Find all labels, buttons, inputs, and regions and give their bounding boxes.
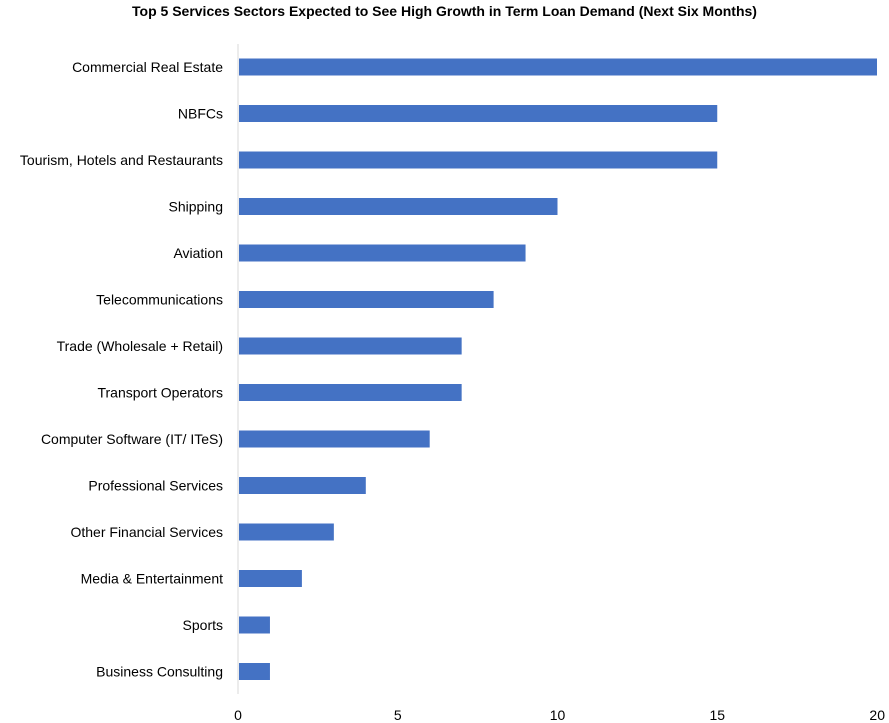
- chart-title: Top 5 Services Sectors Expected to See H…: [132, 3, 757, 19]
- bar: [239, 151, 718, 169]
- category-label: Trade (Wholesale + Retail): [57, 338, 223, 354]
- bar: [239, 337, 462, 355]
- category-label: Other Financial Services: [70, 524, 223, 540]
- x-tick-label: 20: [869, 707, 885, 723]
- bar: [239, 523, 334, 541]
- bar: [239, 616, 270, 634]
- category-label: Shipping: [169, 199, 224, 215]
- bar: [239, 198, 558, 215]
- bar: [239, 477, 366, 494]
- category-label: Tourism, Hotels and Restaurants: [20, 152, 223, 168]
- bar: [239, 663, 270, 680]
- x-tick-label: 15: [709, 707, 725, 723]
- category-label: Telecommunications: [96, 292, 223, 308]
- category-label: Media & Entertainment: [81, 571, 224, 587]
- category-label: Aviation: [173, 245, 223, 261]
- x-tick-label: 0: [234, 707, 242, 723]
- x-tick-label: 5: [394, 707, 402, 723]
- bar: [239, 384, 462, 401]
- bar: [239, 570, 302, 587]
- bar: [239, 58, 877, 76]
- category-label: Sports: [183, 617, 223, 633]
- x-tick-label: 10: [550, 707, 566, 723]
- bar: [239, 430, 430, 448]
- category-label: Transport Operators: [97, 385, 223, 401]
- category-label: Computer Software (IT/ ITeS): [41, 431, 223, 447]
- bar: [239, 291, 494, 308]
- bar: [239, 105, 718, 122]
- category-label: Professional Services: [88, 478, 223, 494]
- category-label: NBFCs: [178, 106, 223, 122]
- category-label: Business Consulting: [96, 664, 223, 680]
- category-label: Commercial Real Estate: [72, 59, 223, 75]
- bar: [239, 244, 526, 262]
